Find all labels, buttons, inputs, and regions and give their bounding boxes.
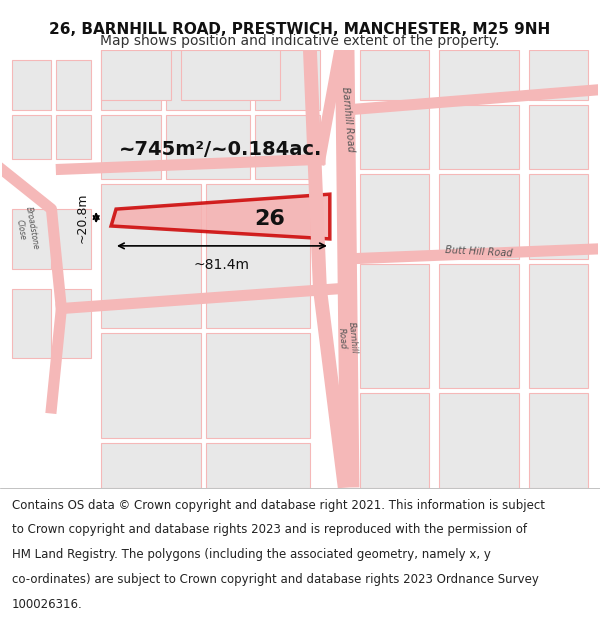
Polygon shape	[56, 289, 91, 358]
Polygon shape	[206, 333, 310, 437]
Polygon shape	[439, 50, 519, 100]
Polygon shape	[111, 194, 330, 239]
Text: ~20.8m: ~20.8m	[75, 192, 88, 242]
Text: co-ordinates) are subject to Crown copyright and database rights 2023 Ordnance S: co-ordinates) are subject to Crown copyr…	[12, 572, 539, 586]
Polygon shape	[101, 50, 161, 109]
Text: Butt Hill Road: Butt Hill Road	[445, 245, 513, 259]
Polygon shape	[166, 50, 250, 109]
Polygon shape	[181, 50, 280, 100]
Polygon shape	[255, 50, 320, 109]
Text: Map shows position and indicative extent of the property.: Map shows position and indicative extent…	[100, 34, 500, 48]
Polygon shape	[529, 393, 589, 488]
Text: Broadstone
Close: Broadstone Close	[13, 206, 40, 252]
Polygon shape	[359, 174, 429, 259]
Polygon shape	[206, 184, 310, 328]
Text: Barnhill
Road: Barnhill Road	[337, 322, 359, 355]
Polygon shape	[11, 209, 52, 269]
Polygon shape	[529, 50, 589, 100]
Polygon shape	[11, 60, 52, 109]
Polygon shape	[439, 393, 519, 488]
Polygon shape	[439, 174, 519, 259]
Polygon shape	[206, 442, 310, 488]
Polygon shape	[359, 50, 429, 100]
Polygon shape	[359, 264, 429, 388]
Polygon shape	[101, 184, 200, 328]
Text: HM Land Registry. The polygons (including the associated geometry, namely x, y: HM Land Registry. The polygons (includin…	[12, 548, 491, 561]
Polygon shape	[11, 289, 52, 358]
Text: ~745m²/~0.184ac.: ~745m²/~0.184ac.	[119, 140, 322, 159]
Text: 26: 26	[255, 209, 286, 229]
Polygon shape	[56, 60, 91, 109]
Text: 100026316.: 100026316.	[12, 598, 83, 611]
Text: ~81.4m: ~81.4m	[194, 258, 250, 272]
Polygon shape	[166, 114, 250, 179]
Text: to Crown copyright and database rights 2023 and is reproduced with the permissio: to Crown copyright and database rights 2…	[12, 523, 527, 536]
Polygon shape	[529, 174, 589, 259]
Polygon shape	[255, 114, 320, 179]
Polygon shape	[56, 114, 91, 159]
Polygon shape	[529, 104, 589, 169]
Polygon shape	[439, 264, 519, 388]
Polygon shape	[359, 393, 429, 488]
Polygon shape	[11, 114, 52, 159]
Polygon shape	[439, 104, 519, 169]
Polygon shape	[101, 114, 161, 179]
Polygon shape	[101, 333, 200, 437]
Text: Contains OS data © Crown copyright and database right 2021. This information is : Contains OS data © Crown copyright and d…	[12, 499, 545, 511]
Text: Barnhill Road: Barnhill Road	[340, 87, 356, 152]
Polygon shape	[529, 264, 589, 388]
Text: 26, BARNHILL ROAD, PRESTWICH, MANCHESTER, M25 9NH: 26, BARNHILL ROAD, PRESTWICH, MANCHESTER…	[49, 22, 551, 37]
Polygon shape	[359, 104, 429, 169]
Polygon shape	[101, 442, 200, 488]
Polygon shape	[101, 50, 171, 100]
Polygon shape	[56, 209, 91, 269]
